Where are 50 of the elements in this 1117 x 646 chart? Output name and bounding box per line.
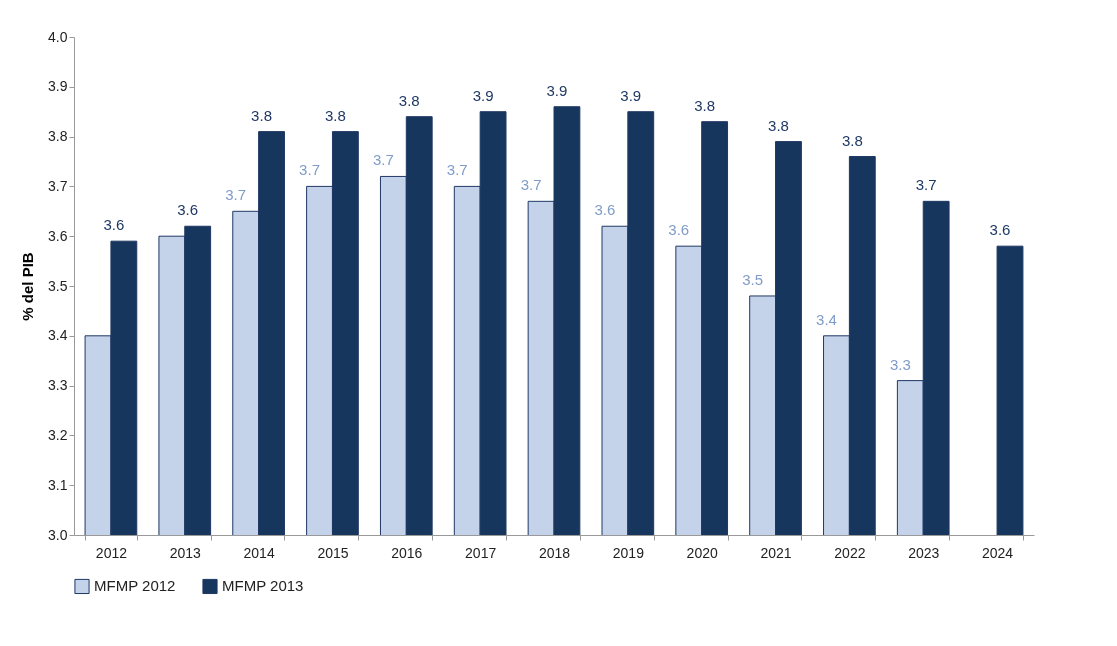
y-tick-label: 3.1 xyxy=(48,476,68,493)
x-tick-label: 2023 xyxy=(908,544,940,561)
data-label: 3.9 xyxy=(546,81,568,99)
y-tick-label: 3.2 xyxy=(48,426,68,443)
data-label: 3.8 xyxy=(841,131,863,149)
x-tick-label: 2020 xyxy=(686,544,718,561)
x-tick-label: 2022 xyxy=(834,544,866,561)
data-label: 3.7 xyxy=(372,151,394,169)
x-tick-label: 2018 xyxy=(538,544,571,561)
y-tick-label: 3.4 xyxy=(48,327,68,344)
y-tick-label: 3.3 xyxy=(48,377,68,394)
x-tick-label: 2015 xyxy=(317,544,349,561)
x-tick-label: 2012 xyxy=(95,544,128,561)
y-tick-label: 3.6 xyxy=(48,227,68,244)
data-label: 3.3 xyxy=(889,355,911,373)
x-tick-label: 2024 xyxy=(982,544,1014,561)
y-tick-label: 3.0 xyxy=(48,526,68,543)
y-tick-label: 3.5 xyxy=(48,277,68,294)
data-label: 3.8 xyxy=(324,106,346,124)
x-tick-label: 2021 xyxy=(760,544,792,561)
data-label: 3.8 xyxy=(251,106,272,124)
x-tick-label: 2016 xyxy=(391,544,423,561)
x-tick-label: 2017 xyxy=(465,544,497,561)
data-label: 3.6 xyxy=(594,201,616,219)
data-label: 3.6 xyxy=(668,221,690,239)
data-label: 3.6 xyxy=(177,201,199,219)
data-label: 3.7 xyxy=(520,176,542,194)
data-label: 3.8 xyxy=(768,116,789,134)
y-tick-label: 3.9 xyxy=(48,78,68,95)
data-label: 3.4 xyxy=(816,310,837,328)
data-label: 3.7 xyxy=(225,186,247,204)
y-tick-label: 4.0 xyxy=(48,28,68,45)
data-label: 3.7 xyxy=(446,161,468,179)
data-label: 3.5 xyxy=(742,270,764,288)
data-label: 3.8 xyxy=(398,91,420,109)
data-label: 3.9 xyxy=(472,86,494,104)
data-label: 3.7 xyxy=(299,161,320,179)
y-tick-label: 3.8 xyxy=(48,128,68,145)
data-label: 3.6 xyxy=(989,221,1011,239)
y-axis-title: % del PIB xyxy=(19,252,37,321)
data-label: 3.9 xyxy=(620,86,642,104)
x-tick-label: 2014 xyxy=(243,544,275,561)
x-tick-label: 2013 xyxy=(169,544,202,561)
x-tick-label: 2019 xyxy=(612,544,645,561)
data-label: 3.8 xyxy=(694,96,716,114)
legend-label: MFMP 2012 xyxy=(94,577,176,595)
y-tick-label: 3.7 xyxy=(48,177,68,194)
data-label: 3.6 xyxy=(103,216,125,234)
legend-label: MFMP 2013 xyxy=(222,577,304,595)
data-label: 3.7 xyxy=(915,176,937,194)
